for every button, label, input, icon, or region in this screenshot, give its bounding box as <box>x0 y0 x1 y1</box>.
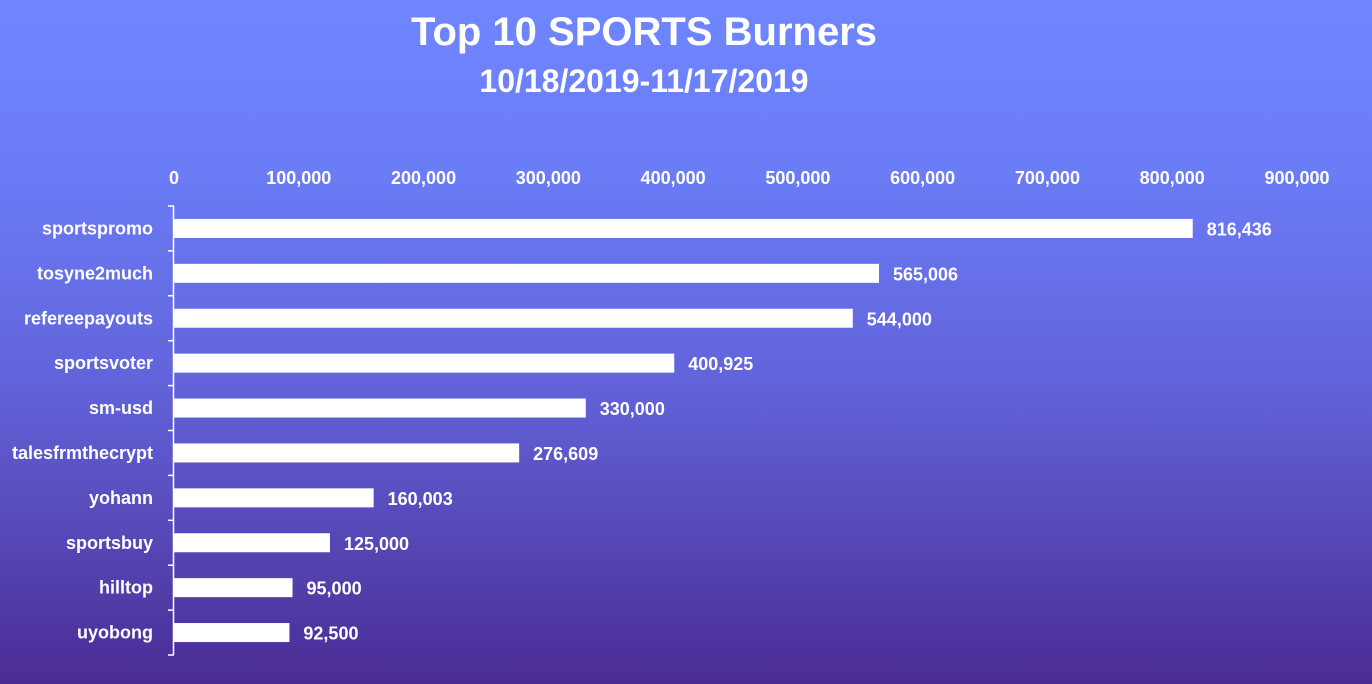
data-label: 565,006 <box>893 264 958 284</box>
x-tick-label: 800,000 <box>1140 168 1205 188</box>
bar <box>174 353 675 373</box>
category-label: sportspromo <box>42 218 153 238</box>
data-label: 400,925 <box>688 354 753 374</box>
chart-title: Top 10 SPORTS Burners <box>410 10 877 54</box>
x-tick-label: 700,000 <box>1015 168 1080 188</box>
category-label: sportsbuy <box>66 533 153 553</box>
bar <box>174 218 1193 238</box>
x-tick-label: 100,000 <box>266 168 331 188</box>
bar <box>174 263 880 283</box>
category-label: uyobong <box>77 623 153 643</box>
chart-subtitle: 10/18/2019-11/17/2019 <box>479 63 809 99</box>
bar <box>174 623 290 643</box>
category-label: talesfrmthecrypt <box>12 443 153 463</box>
bar <box>174 578 293 598</box>
category-label: yohann <box>89 488 153 508</box>
data-label: 816,436 <box>1207 219 1272 239</box>
x-tick-label: 900,000 <box>1264 168 1329 188</box>
x-tick-label: 0 <box>169 168 179 188</box>
data-label: 160,003 <box>388 489 453 509</box>
data-label: 95,000 <box>307 579 362 599</box>
data-label: 330,000 <box>600 399 665 419</box>
x-tick-label: 400,000 <box>641 168 706 188</box>
data-label: 125,000 <box>344 534 409 554</box>
bar <box>174 533 330 553</box>
x-tick-label: 600,000 <box>890 168 955 188</box>
x-tick-label: 200,000 <box>391 168 456 188</box>
data-label: 92,500 <box>303 624 358 644</box>
category-label: sm-usd <box>89 398 153 418</box>
bar <box>174 488 374 508</box>
category-label: hilltop <box>99 578 153 598</box>
data-label: 544,000 <box>867 309 932 329</box>
category-label: sportsvoter <box>54 353 153 373</box>
category-label: tosyne2much <box>37 263 153 283</box>
bar <box>174 398 586 418</box>
bar <box>174 443 520 463</box>
data-label: 276,609 <box>533 444 598 464</box>
bar <box>174 308 853 328</box>
x-tick-label: 300,000 <box>516 168 581 188</box>
x-tick-label: 500,000 <box>765 168 830 188</box>
category-label: refereepayouts <box>24 308 153 328</box>
